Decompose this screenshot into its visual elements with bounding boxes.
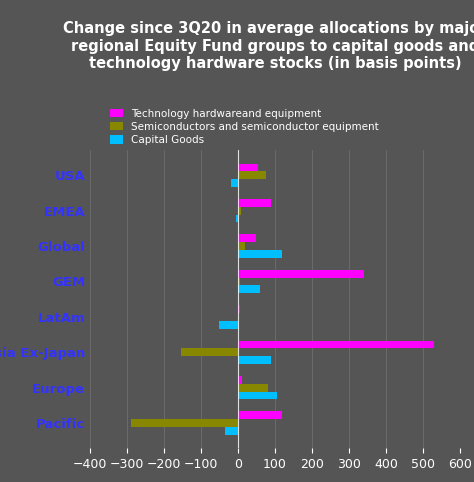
Bar [219,321,238,329]
Bar [236,214,238,222]
Bar [238,163,258,172]
Bar [238,285,260,293]
Legend: Technology hardwareand equipment, Semiconductors and semiconductor equipment, Ca: Technology hardwareand equipment, Semico… [110,108,379,145]
Bar [238,356,271,364]
Bar [238,411,283,419]
Bar [238,234,256,242]
Bar [230,179,238,187]
Bar [238,199,271,207]
Bar [238,341,434,348]
Bar [238,250,283,258]
Bar [238,376,242,384]
Text: Change since 3Q20 in average allocations by major
regional Equity Fund groups to: Change since 3Q20 in average allocations… [63,21,474,71]
Bar [238,305,240,313]
Bar [238,172,265,179]
Bar [225,427,238,435]
Bar [238,391,277,399]
Bar [238,207,241,214]
Bar [238,278,240,285]
Bar [238,242,246,250]
Bar [181,348,238,356]
Bar [238,384,267,391]
Bar [238,270,364,278]
Bar [131,419,238,427]
